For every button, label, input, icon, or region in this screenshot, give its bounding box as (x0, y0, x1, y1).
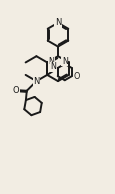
Text: O: O (13, 86, 19, 95)
Text: N: N (48, 57, 54, 66)
Text: N: N (33, 77, 39, 86)
Text: N: N (61, 57, 67, 66)
Text: N: N (54, 18, 61, 27)
Text: N: N (50, 62, 56, 71)
Text: O: O (73, 72, 79, 81)
